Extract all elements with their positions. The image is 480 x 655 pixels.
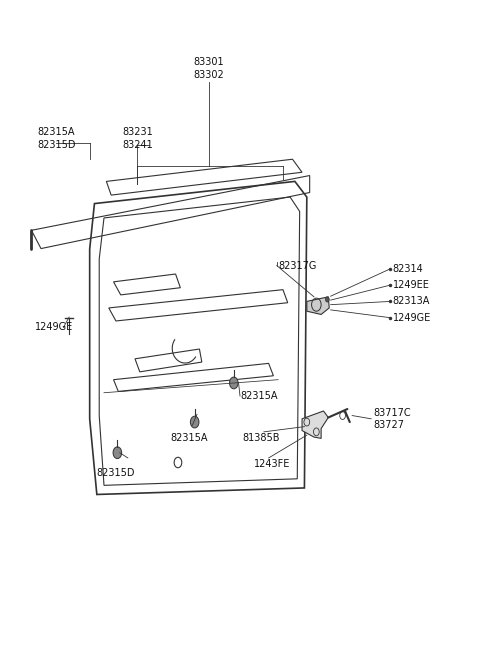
Text: 83301
83302: 83301 83302 bbox=[193, 57, 224, 80]
Text: 81385B: 81385B bbox=[242, 434, 280, 443]
Text: 83231
83241: 83231 83241 bbox=[122, 127, 153, 149]
Text: 83717C
83727: 83717C 83727 bbox=[373, 407, 411, 430]
Text: 82315A: 82315A bbox=[240, 391, 277, 401]
Text: 1243FE: 1243FE bbox=[254, 459, 291, 470]
Polygon shape bbox=[307, 297, 329, 314]
Text: 1249EE: 1249EE bbox=[393, 280, 430, 290]
Circle shape bbox=[113, 447, 121, 458]
Circle shape bbox=[229, 377, 238, 389]
Circle shape bbox=[191, 416, 199, 428]
Text: 82317G: 82317G bbox=[278, 261, 316, 271]
Text: 1249GE: 1249GE bbox=[35, 322, 73, 333]
Text: 82315A: 82315A bbox=[171, 434, 208, 443]
Circle shape bbox=[325, 297, 329, 302]
Text: 82315D: 82315D bbox=[96, 468, 135, 477]
Polygon shape bbox=[302, 411, 328, 438]
Text: 82315A
82315D: 82315A 82315D bbox=[37, 127, 75, 149]
Text: 82314: 82314 bbox=[393, 264, 423, 274]
Text: 1249GE: 1249GE bbox=[393, 312, 431, 323]
Text: 82313A: 82313A bbox=[393, 297, 430, 307]
